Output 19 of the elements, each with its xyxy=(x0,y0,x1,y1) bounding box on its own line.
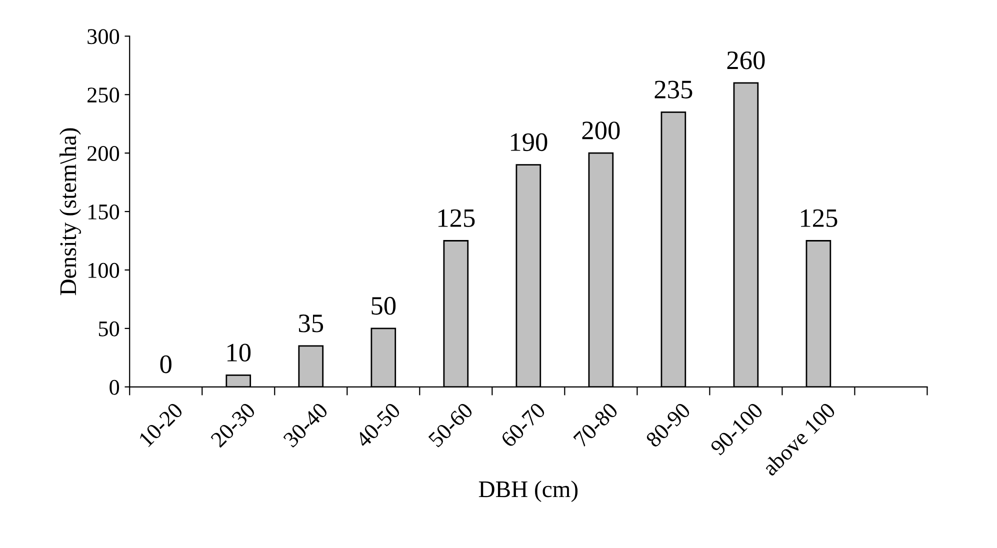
y-tick-label: 150 xyxy=(88,204,120,220)
y-tick-label: 300 xyxy=(88,29,120,44)
y-tick-label: 100 xyxy=(88,262,120,278)
y-axis-title: Density (stem\ha) xyxy=(60,128,81,296)
data-label: 0 xyxy=(160,355,172,374)
data-label: 10 xyxy=(228,344,251,362)
y-tick-label: 250 xyxy=(88,88,120,103)
data-label: 235 xyxy=(654,80,692,98)
data-label: 35 xyxy=(298,314,324,332)
y-tick-label: 200 xyxy=(88,146,120,162)
data-label: 50 xyxy=(372,296,396,315)
x-axis-title: DBH (cm) xyxy=(478,480,578,502)
y-tick-label: 0 xyxy=(110,380,120,395)
y-tick-label: 50 xyxy=(98,321,120,336)
data-label: 125 xyxy=(800,209,838,228)
data-label: 260 xyxy=(727,51,765,70)
data-label: 200 xyxy=(582,122,620,140)
data-label: 190 xyxy=(510,133,548,152)
data-label: 125 xyxy=(438,209,475,228)
